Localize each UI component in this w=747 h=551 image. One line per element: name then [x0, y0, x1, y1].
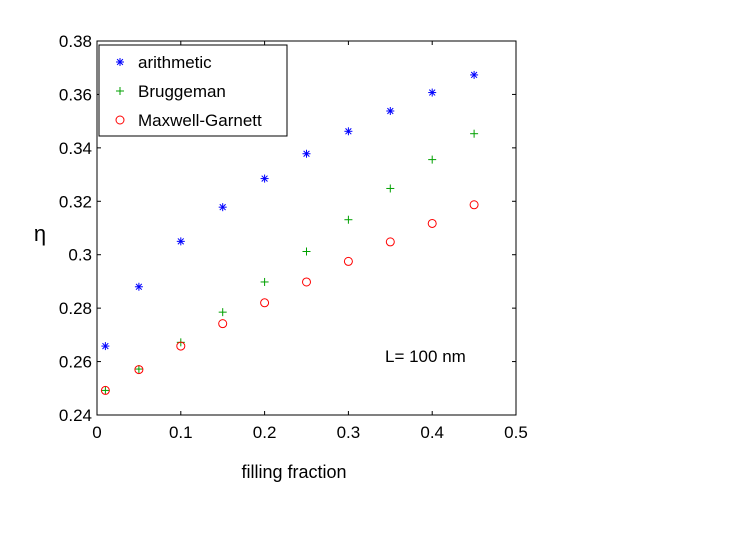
- x-tick-label: 0.4: [420, 423, 444, 442]
- legend: arithmetic Bruggeman Maxwell-Garnett: [98, 44, 288, 137]
- x-tick-label: 0.3: [337, 423, 361, 442]
- data-point-asterisk: [176, 237, 185, 246]
- legend-label-arithmetic: arithmetic: [138, 53, 212, 72]
- legend-item-bruggeman: Bruggeman: [116, 82, 226, 101]
- y-tick-label: 0.32: [59, 192, 92, 211]
- legend-item-arithmetic: arithmetic: [116, 53, 212, 72]
- legend-marker-asterisk: [116, 58, 124, 66]
- y-tick-label: 0.24: [59, 406, 92, 425]
- legend-marker-arithmetic: [116, 58, 124, 66]
- y-axis-label: η: [34, 221, 46, 246]
- data-point-circle: [100, 385, 110, 395]
- data-point-asterisk: [134, 282, 143, 291]
- data-point-asterisk: [470, 70, 479, 79]
- annotation-length: L= 100 nm: [385, 347, 466, 366]
- y-tick-label: 0.26: [59, 353, 92, 372]
- data-point-plus: [302, 247, 311, 256]
- legend-label-maxwell-garnett: Maxwell-Garnett: [138, 111, 262, 130]
- y-tick-label: 0.3: [68, 246, 92, 265]
- data-point-plus: [101, 386, 110, 395]
- data-point-circle: [385, 237, 395, 247]
- data-point-circle: [218, 319, 228, 329]
- data-point-plus: [134, 365, 143, 374]
- legend-label-bruggeman: Bruggeman: [138, 82, 226, 101]
- y-tick-label: 0.28: [59, 299, 92, 318]
- data-point-plus: [260, 277, 269, 286]
- legend-marker-circle: [115, 115, 125, 125]
- data-point-circle: [427, 218, 437, 228]
- data-point-asterisk: [260, 174, 269, 183]
- y-tick-label: 0.38: [59, 32, 92, 51]
- legend-marker-plus: [116, 87, 124, 95]
- data-point-asterisk: [386, 106, 395, 115]
- legend-marker-maxwell-garnett: [115, 115, 125, 125]
- data-point-asterisk: [428, 88, 437, 97]
- x-tick-label: 0.5: [504, 423, 528, 442]
- data-point-plus: [344, 215, 353, 224]
- data-point-plus: [428, 155, 437, 164]
- data-point-plus: [218, 308, 227, 317]
- data-point-circle: [134, 365, 144, 375]
- y-axis: 0.24 0.26 0.28 0.3 0.32 0.34 0.36 0.38: [59, 32, 516, 425]
- data-point-circle: [343, 256, 353, 266]
- data-point-circle: [469, 200, 479, 210]
- legend-box: [98, 44, 288, 137]
- data-point-plus: [386, 184, 395, 193]
- x-axis-label: filling fraction: [241, 462, 346, 482]
- legend-marker-bruggeman: [116, 87, 124, 95]
- data-point-asterisk: [344, 127, 353, 136]
- x-tick-label: 0.2: [253, 423, 277, 442]
- data-point-asterisk: [218, 203, 227, 212]
- data-point-asterisk: [101, 342, 110, 351]
- data-point-asterisk: [302, 149, 311, 158]
- data-point-circle: [260, 298, 270, 308]
- x-tick-label: 0: [92, 423, 101, 442]
- legend-item-maxwell-garnett: Maxwell-Garnett: [115, 111, 262, 130]
- data-point-circle: [302, 277, 311, 287]
- y-tick-label: 0.34: [59, 139, 92, 158]
- y-tick-label: 0.36: [59, 85, 92, 104]
- data-points: [100, 70, 479, 395]
- data-point-plus: [470, 129, 479, 138]
- x-tick-label: 0.1: [169, 423, 193, 442]
- x-axis: 0 0.1 0.2 0.3 0.4 0.5: [92, 41, 528, 442]
- data-point-circle: [176, 341, 186, 351]
